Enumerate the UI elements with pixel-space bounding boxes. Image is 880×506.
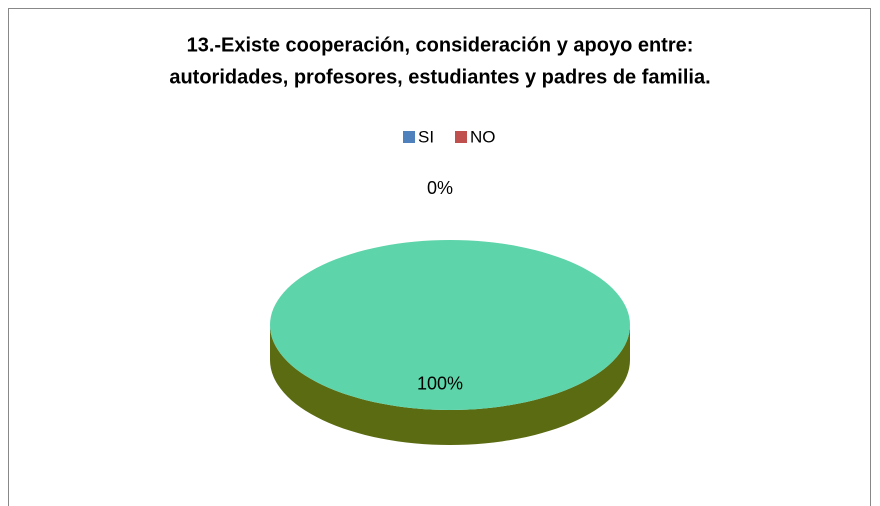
- data-label: 100%: [417, 373, 463, 393]
- legend-label: NO: [470, 127, 496, 146]
- legend-swatch: [455, 131, 467, 143]
- data-label: 0%: [427, 178, 453, 198]
- legend-label: SI: [418, 127, 434, 146]
- legend-swatch: [403, 131, 415, 143]
- pie-side: [270, 325, 630, 445]
- chart-title: autoridades, profesores, estudiantes y p…: [169, 66, 710, 88]
- chart-title: 13.-Existe cooperación, consideración y …: [187, 34, 694, 56]
- pie-slice: [270, 240, 630, 410]
